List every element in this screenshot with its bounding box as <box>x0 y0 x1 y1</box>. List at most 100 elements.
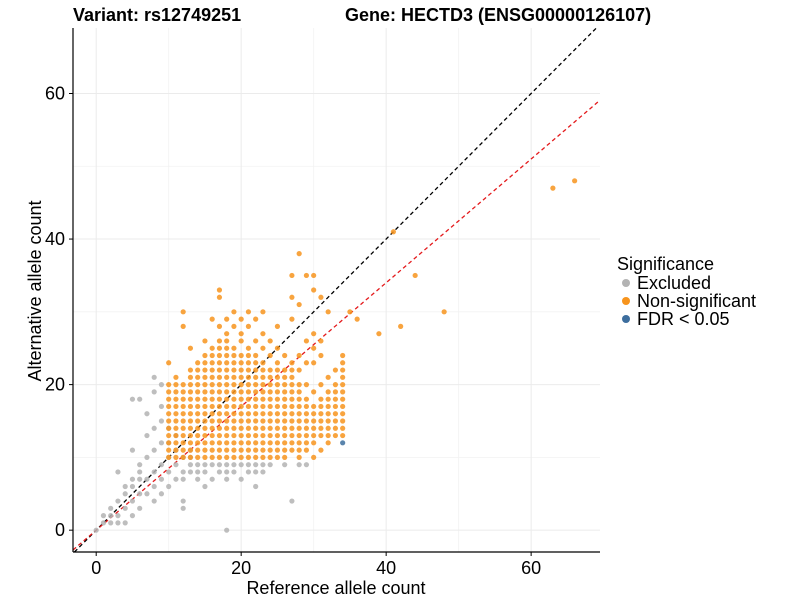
data-point <box>202 425 208 431</box>
data-point <box>296 251 302 257</box>
data-point <box>296 462 302 468</box>
data-point <box>311 432 317 439</box>
data-point <box>325 418 331 424</box>
data-point <box>325 440 331 446</box>
data-point <box>267 396 273 402</box>
legend-label: FDR < 0.05 <box>637 309 730 329</box>
data-point <box>260 469 266 475</box>
data-point <box>180 389 186 395</box>
data-point <box>289 447 295 453</box>
data-point <box>325 396 331 402</box>
data-point <box>311 287 317 293</box>
data-point <box>180 309 186 315</box>
data-point <box>282 447 288 453</box>
data-point <box>289 498 295 504</box>
data-point <box>166 483 172 490</box>
data-point <box>216 352 223 359</box>
data-point <box>202 389 208 395</box>
data-point <box>318 294 324 300</box>
data-point <box>441 309 447 315</box>
data-point <box>253 418 259 424</box>
data-point <box>224 367 230 373</box>
data-point <box>231 425 237 431</box>
data-point <box>231 440 237 446</box>
data-point <box>274 411 281 417</box>
data-point <box>282 352 288 359</box>
data-point <box>180 382 186 388</box>
data-point <box>260 425 266 431</box>
data-point <box>231 462 237 468</box>
data-point <box>289 382 295 388</box>
data-point <box>202 403 208 410</box>
data-point <box>303 440 310 446</box>
data-point <box>158 403 165 410</box>
data-point <box>209 382 215 388</box>
data-point <box>224 440 230 446</box>
data-point <box>238 476 244 482</box>
data-point <box>289 440 295 446</box>
legend: Significance ExcludedNon-significantFDR … <box>617 254 756 329</box>
data-point <box>209 425 215 431</box>
data-point <box>253 440 259 446</box>
data-point <box>238 352 244 359</box>
data-point <box>202 469 208 475</box>
data-point <box>282 432 288 439</box>
ratio-line <box>72 99 601 551</box>
data-point <box>282 367 288 373</box>
data-point <box>173 440 179 446</box>
x-tick-label: 60 <box>521 558 541 578</box>
y-axis-ticks: 0 20 40 60 <box>45 84 73 540</box>
data-point <box>180 425 186 431</box>
data-point <box>296 447 302 453</box>
data-point <box>267 352 273 359</box>
data-point <box>289 272 295 279</box>
data-points <box>93 178 578 533</box>
data-point <box>202 411 208 417</box>
data-point <box>202 374 208 380</box>
data-point <box>260 418 266 424</box>
data-point <box>158 462 165 468</box>
data-point <box>144 411 150 417</box>
data-point <box>224 476 230 482</box>
y-tick-label: 20 <box>45 375 65 395</box>
chart-title-gene: Gene: HECTD3 (ENSG00000126107) <box>345 5 651 25</box>
data-point <box>267 418 273 424</box>
data-point <box>318 425 324 431</box>
data-point <box>296 382 302 388</box>
data-point <box>173 403 179 410</box>
data-point <box>195 382 201 388</box>
data-point <box>231 345 237 351</box>
data-point <box>238 331 244 337</box>
data-point <box>289 411 295 417</box>
data-point <box>340 352 346 359</box>
data-point <box>209 367 215 373</box>
data-point <box>245 374 252 380</box>
data-point <box>202 367 208 373</box>
data-point <box>187 403 194 410</box>
reference-lines <box>72 27 601 553</box>
data-point <box>122 520 128 526</box>
data-point <box>311 418 317 424</box>
data-point <box>267 382 273 388</box>
data-point <box>267 454 273 460</box>
data-point <box>216 360 223 366</box>
data-point <box>231 454 237 460</box>
data-point <box>137 396 143 402</box>
data-point <box>224 374 230 380</box>
data-point <box>282 425 288 431</box>
data-point <box>289 432 295 439</box>
data-point <box>267 432 273 439</box>
data-point <box>245 403 252 410</box>
data-point <box>231 352 237 359</box>
data-point <box>202 440 208 446</box>
data-point <box>216 440 223 446</box>
data-point <box>253 469 259 475</box>
data-point <box>296 389 302 395</box>
data-point <box>231 447 237 453</box>
data-point <box>216 447 223 453</box>
data-point <box>238 454 244 460</box>
data-point <box>224 396 230 402</box>
data-point <box>231 469 237 475</box>
data-point <box>238 382 244 388</box>
data-point <box>151 389 157 395</box>
